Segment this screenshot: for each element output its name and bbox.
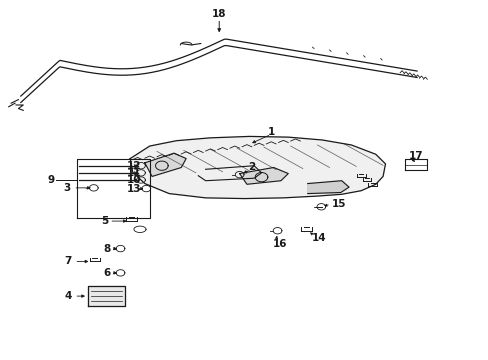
- Text: 13: 13: [126, 184, 141, 194]
- Text: 4: 4: [64, 291, 72, 301]
- Text: 7: 7: [64, 256, 72, 266]
- Text: 1: 1: [267, 127, 275, 137]
- Text: 11: 11: [126, 168, 141, 178]
- Text: 8: 8: [103, 244, 110, 253]
- Text: 5: 5: [102, 216, 108, 226]
- Polygon shape: [239, 167, 287, 184]
- Text: 18: 18: [211, 9, 226, 19]
- Text: 10: 10: [126, 175, 141, 185]
- Text: 6: 6: [103, 268, 110, 278]
- Text: 3: 3: [63, 183, 71, 193]
- Text: 16: 16: [272, 239, 286, 249]
- Text: 14: 14: [311, 233, 325, 243]
- Text: 17: 17: [408, 151, 423, 161]
- Text: 12: 12: [126, 161, 141, 171]
- Text: 2: 2: [248, 162, 255, 172]
- Polygon shape: [307, 181, 348, 194]
- Polygon shape: [130, 136, 385, 199]
- Text: 9: 9: [47, 175, 55, 185]
- Polygon shape: [88, 287, 125, 306]
- Polygon shape: [144, 153, 186, 176]
- Text: 15: 15: [331, 199, 346, 209]
